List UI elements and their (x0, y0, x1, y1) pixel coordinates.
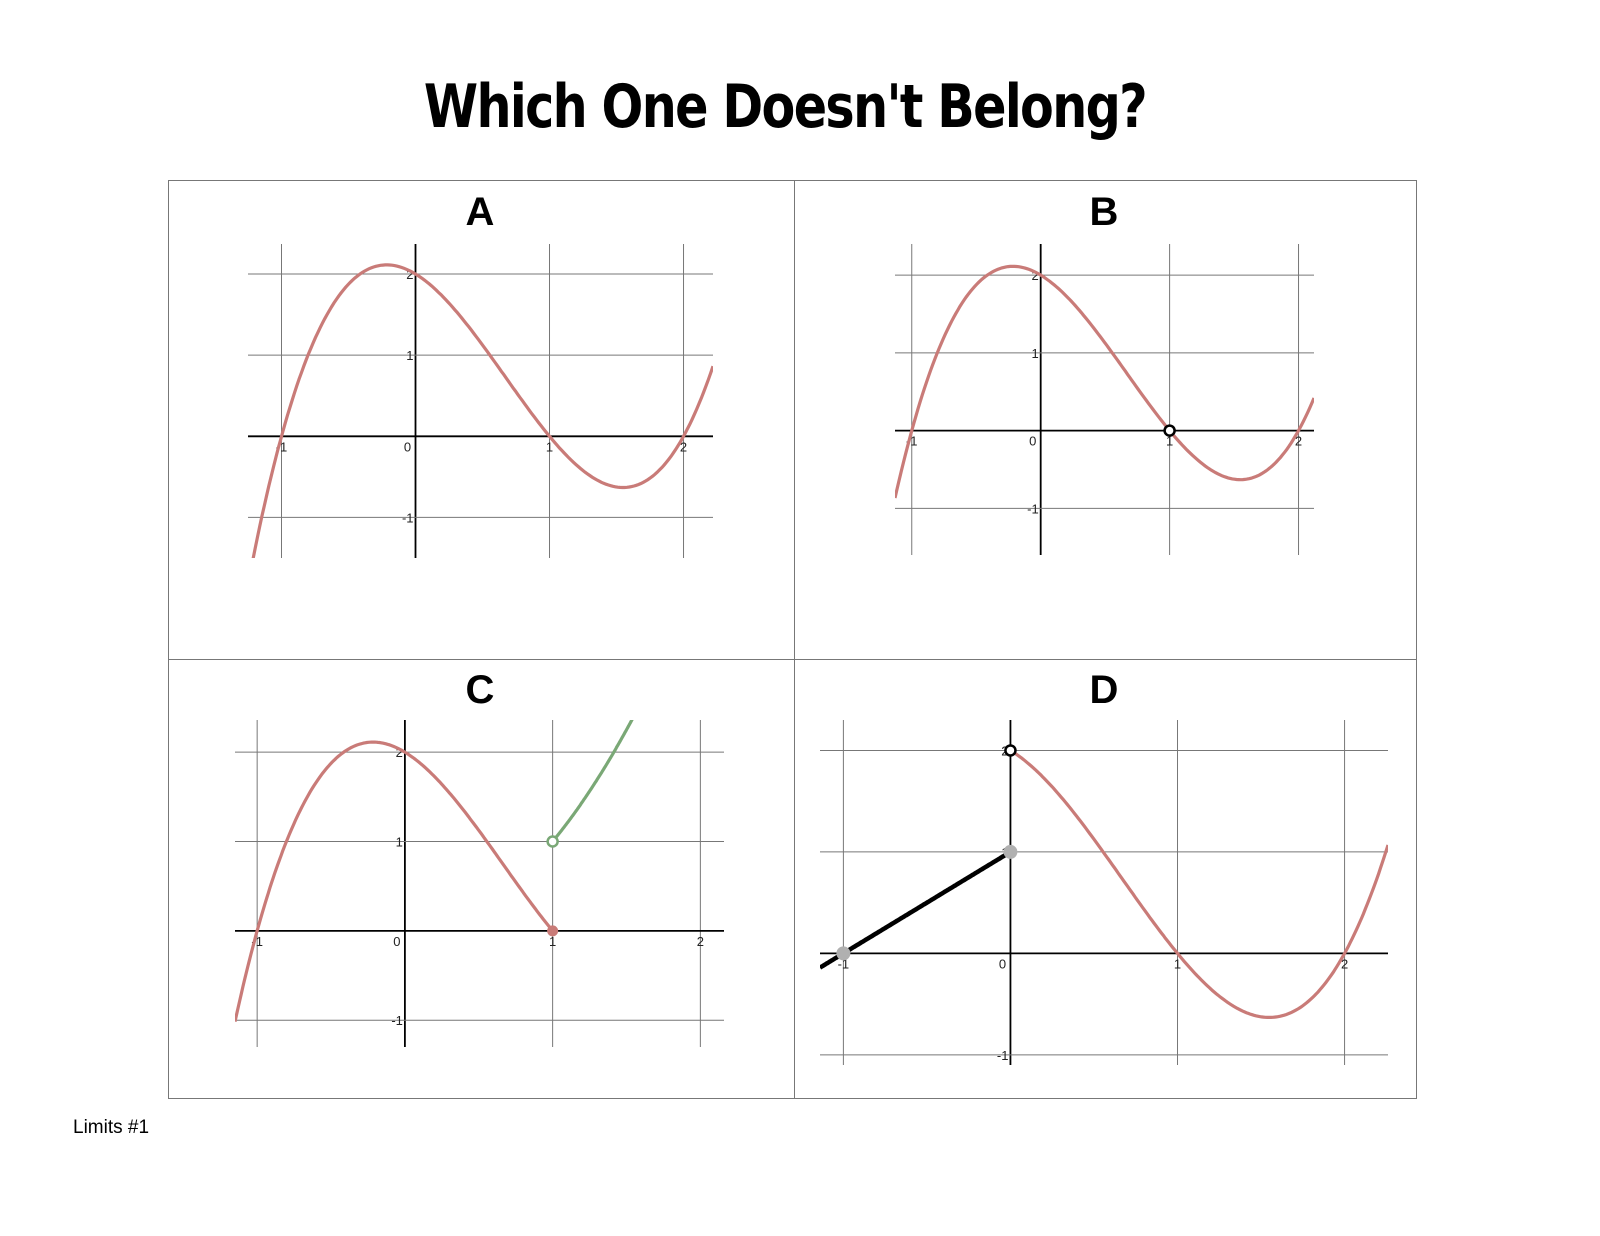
gray-point (836, 946, 851, 961)
y-tick-label: 1 (396, 835, 403, 850)
x-tick-label: 2 (697, 934, 704, 949)
x-tick-label: -1 (276, 439, 288, 454)
x-tick-label: 1 (1166, 434, 1173, 449)
panel-grid (168, 180, 1417, 1099)
y-tick-label: -1 (1027, 501, 1039, 516)
open-point (546, 835, 559, 848)
footer-label: Limits #1 (73, 1117, 150, 1138)
graph-b: -1 0 1 2 2 1 -1 (895, 244, 1314, 555)
graph-c: -1 0 1 2 2 1 -1 (235, 720, 724, 1047)
series-curve (1009, 749, 1388, 1019)
x-tick-label: 0 (1029, 434, 1036, 449)
divider-horizontal (169, 659, 1416, 660)
gray-point (1003, 844, 1018, 859)
series-curve (235, 740, 554, 1022)
series-curve (895, 264, 1314, 499)
y-tick-label: 2 (1031, 268, 1038, 283)
y-tick-label: 1 (406, 348, 413, 363)
y-tick-label: -1 (402, 510, 414, 525)
panel-label-b: B (1089, 190, 1119, 234)
x-tick-label: 0 (404, 439, 411, 454)
x-tick-label: 1 (546, 439, 553, 454)
x-tick-label: 0 (393, 934, 400, 949)
x-tick-label: -1 (838, 956, 850, 971)
series-curve (551, 720, 634, 843)
graph-a: -1 0 1 2 2 1 -1 (248, 244, 713, 558)
x-tick-label: 0 (999, 956, 1006, 971)
open-point (1163, 424, 1176, 437)
x-tick-label: 2 (680, 439, 687, 454)
x-tick-label: 2 (1341, 956, 1348, 971)
open-point (1004, 744, 1017, 757)
x-tick-label: -1 (906, 434, 918, 449)
y-tick-label: 2 (406, 267, 413, 282)
y-tick-label: 1 (1031, 346, 1038, 361)
x-tick-label: 1 (549, 934, 556, 949)
series-curve (820, 850, 1012, 970)
x-tick-label: 1 (1174, 956, 1181, 971)
divider-vertical (794, 181, 795, 1098)
x-tick-label: 2 (1295, 434, 1302, 449)
closed-point (547, 925, 559, 937)
y-tick-label: 2 (396, 745, 403, 760)
panel-label-c: C (465, 668, 495, 712)
x-tick-label: -1 (251, 934, 263, 949)
y-tick-label: -1 (391, 1013, 403, 1028)
panel-label-d: D (1089, 668, 1119, 712)
panel-label-a: A (465, 190, 495, 234)
page-title: Which One Doesn't Belong? (423, 72, 1148, 142)
series-curve (251, 263, 713, 558)
y-tick-label: -1 (997, 1048, 1009, 1063)
